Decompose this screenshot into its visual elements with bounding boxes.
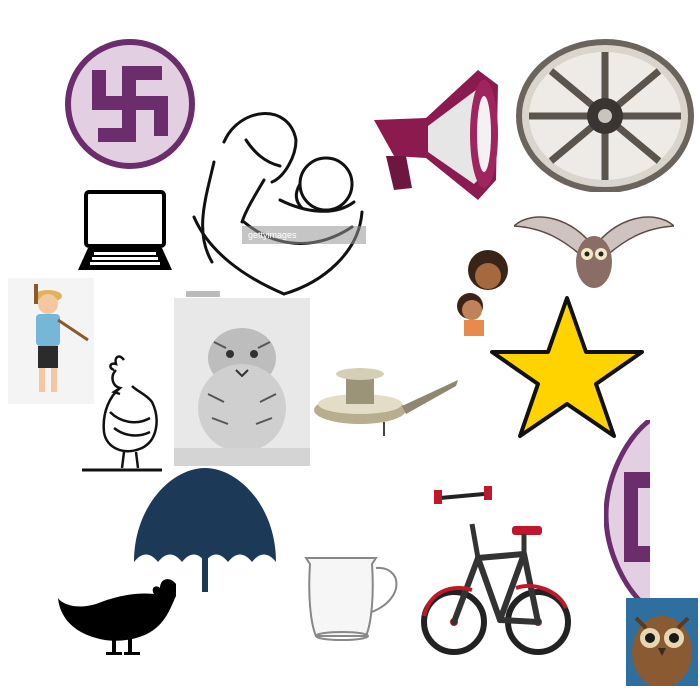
child-icon xyxy=(454,250,516,336)
laptop-icon xyxy=(78,190,172,274)
farmer-boy-icon xyxy=(8,278,94,404)
watermark: gettyimages xyxy=(242,226,366,244)
watermark-strip xyxy=(186,291,220,297)
owl-photo-icon xyxy=(626,598,698,686)
swastika-emblem-partial-icon xyxy=(604,420,650,610)
swastika-emblem-icon xyxy=(64,38,196,170)
wagon-wheel-icon xyxy=(516,36,694,192)
glass-jug-icon xyxy=(302,552,408,642)
umbrella-icon xyxy=(132,466,278,592)
star-icon xyxy=(488,294,646,440)
mother-holding-baby-icon: gettyimages xyxy=(184,102,370,298)
tiger-icon xyxy=(174,291,310,466)
rooster-icon xyxy=(80,352,164,476)
hen-silhouette-icon xyxy=(56,574,184,658)
flying-owl-icon xyxy=(514,208,674,292)
bicycle-icon xyxy=(420,484,572,664)
oil-lamp-icon xyxy=(310,366,460,438)
megaphone-icon xyxy=(366,60,506,210)
